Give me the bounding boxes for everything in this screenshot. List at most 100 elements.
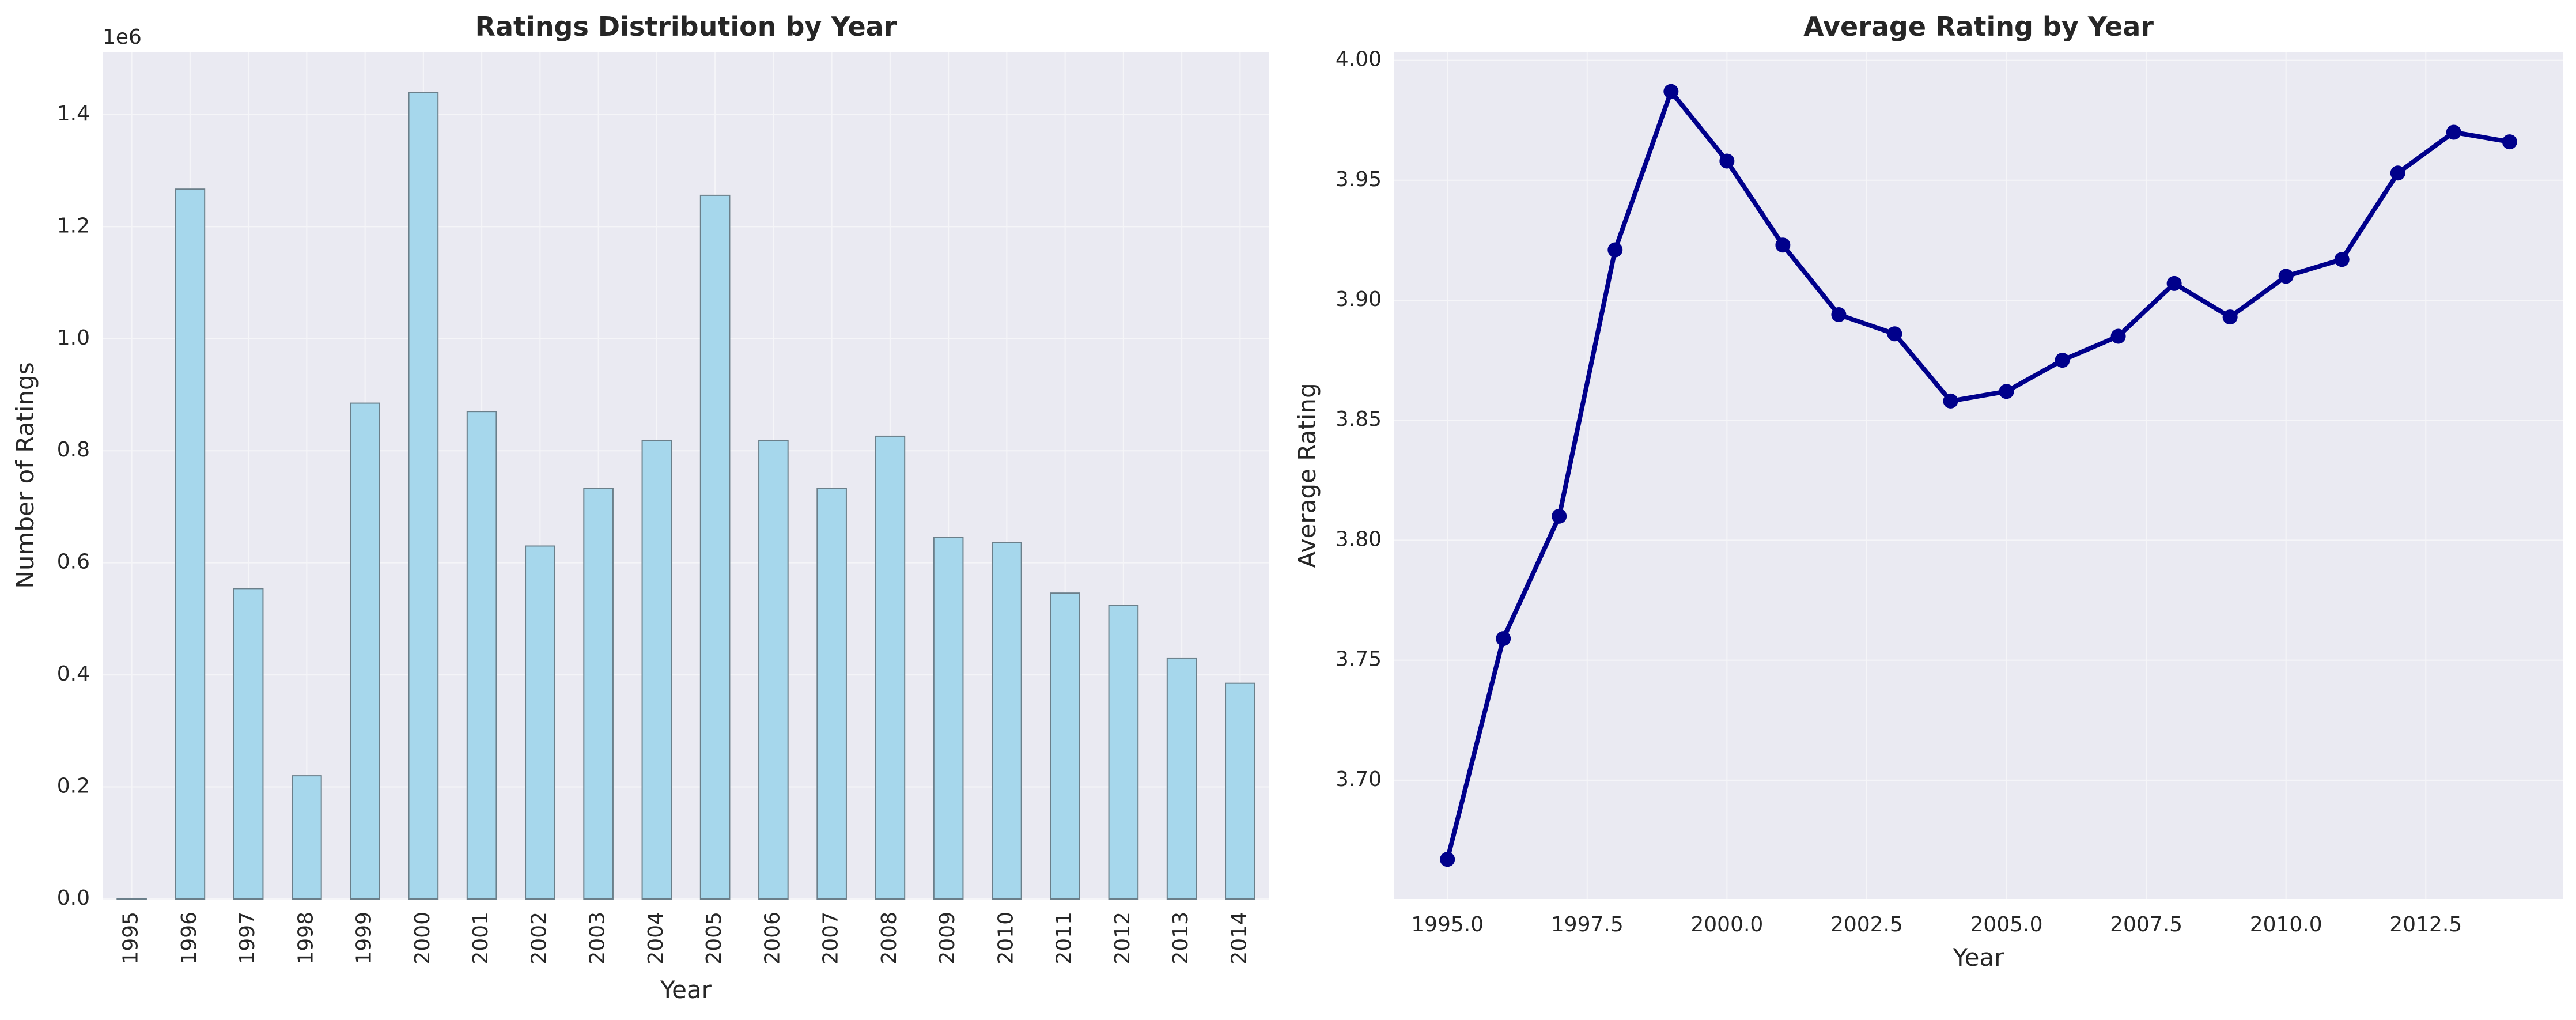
bar-y-tick-label: 0.4 [57, 662, 90, 686]
bar-2005 [699, 194, 731, 900]
bar-x-axis-label: Year [660, 976, 712, 1004]
line-chart-panel: 1995.0 1997.5 2000.0 2002.5 2005.0 2007.5 2010… [1293, 11, 2563, 972]
bar-x-tick-label: 2007 [819, 912, 843, 965]
bar-2012 [1108, 605, 1139, 900]
line-chart-title: Average Rating by Year [1803, 11, 2154, 42]
bar-chart-title: Ratings Distribution by Year [475, 11, 897, 42]
point-2006 [2055, 353, 2070, 368]
bar-chart-panel: 1995 1996 1997 1998 1999 2000 2001 2002 2003 2004… [11, 11, 1269, 1004]
line-x-tick-label: 2000.0 [1690, 913, 1763, 936]
point-1998 [1607, 242, 1623, 258]
bar-1999 [350, 402, 380, 900]
average-rating-line [1445, 89, 2510, 860]
point-2003 [1887, 326, 1902, 342]
line-x-tick-label: 2010.0 [2250, 913, 2322, 936]
line-y-tick-label: 3.90 [1336, 288, 1382, 311]
line-x-tick-labels: 1995.0 1997.5 2000.0 2002.5 2005.0 2007.5 2010… [1411, 913, 2462, 936]
bar-y-tick-label: 0.0 [57, 886, 90, 910]
line-x-tick-label: 2012.5 [2389, 913, 2462, 936]
point-2010 [2278, 269, 2294, 284]
bar-1998 [292, 775, 322, 900]
bar-x-tick-label: 2011 [1053, 912, 1076, 965]
bar-x-tick-label: 2009 [936, 912, 959, 965]
line-y-tick-label: 3.85 [1336, 407, 1382, 431]
bar-2010 [992, 542, 1022, 900]
bar-2007 [816, 488, 847, 900]
bar-y-axis-label: Number of Ratings [11, 362, 39, 588]
point-2013 [2446, 124, 2461, 140]
point-2005 [1999, 384, 2014, 399]
bar-y-tick-label: 1.4 [57, 102, 90, 126]
point-1995 [1440, 852, 1455, 867]
line-y-axis-label: Average Rating [1293, 383, 1321, 568]
bar-x-tick-label: 2010 [994, 912, 1017, 965]
bar-x-tick-label: 1997 [236, 912, 259, 965]
bar-x-tick-label: 2003 [586, 912, 610, 965]
bar-x-tick-label: 2002 [527, 912, 551, 965]
bar-2001 [466, 411, 497, 900]
bar-x-tick-label: 1996 [177, 912, 201, 965]
bar-2000 [408, 92, 439, 900]
line-x-tick-label: 1995.0 [1411, 913, 1484, 936]
line-x-tick-label: 2002.5 [1830, 913, 1903, 936]
bar-1996 [175, 188, 206, 900]
bar-x-tick-label: 1995 [119, 912, 143, 965]
bar-2006 [758, 440, 789, 900]
line-x-axis-label: Year [1953, 943, 2005, 972]
line-y-tick-label: 3.75 [1336, 648, 1382, 671]
bar-x-tick-label: 2005 [702, 912, 726, 965]
line-x-tick-label: 2007.5 [2110, 913, 2182, 936]
bar-x-tick-label: 2013 [1169, 912, 1193, 965]
bar-x-tick-label: 1999 [353, 912, 376, 965]
point-2007 [2110, 328, 2126, 344]
line-y-tick-labels: 3.70 3.75 3.80 3.85 3.90 3.95 4.00 [1336, 48, 1382, 791]
bar-x-tick-label: 2004 [644, 912, 668, 965]
bar-x-tick-label: 2014 [1227, 912, 1251, 965]
point-1999 [1663, 84, 1679, 99]
bar-x-tick-label: 2001 [469, 912, 493, 965]
bar-y-offset-label: 1e6 [103, 25, 142, 49]
bar-y-tick-label: 0.2 [57, 775, 90, 798]
point-2014 [2502, 134, 2517, 150]
bar-2003 [583, 488, 614, 900]
bar-2014 [1225, 682, 1255, 900]
point-2004 [1943, 393, 1958, 409]
bar-2009 [933, 537, 964, 900]
line-plot-area [1394, 52, 2563, 899]
bar-2013 [1166, 657, 1197, 900]
bar-2002 [525, 545, 555, 900]
line-y-tick-label: 3.95 [1336, 168, 1382, 191]
bar-y-tick-label: 1.2 [57, 214, 90, 237]
bar-x-tick-labels: 1995 1996 1997 1998 1999 2000 2001 2002 2003 2004… [119, 912, 1251, 965]
bar-y-tick-label: 0.8 [57, 438, 90, 462]
bar-x-tick-label: 2006 [761, 912, 784, 965]
bar-x-tick-label: 1998 [294, 912, 317, 965]
line-y-tick-label: 3.70 [1336, 768, 1382, 791]
bar-2011 [1050, 592, 1080, 900]
line-gridlines [1394, 52, 2563, 899]
bar-x-tick-label: 2000 [411, 912, 434, 965]
bar-y-tick-labels: 0.0 0.2 0.4 0.6 0.8 1.0 1.2 1.4 [57, 102, 90, 910]
line-x-tick-label: 2005.0 [1970, 913, 2043, 936]
bar-x-tick-label: 2008 [877, 912, 901, 965]
bar-y-tick-label: 1.0 [57, 326, 90, 350]
point-2012 [2390, 165, 2405, 181]
point-2011 [2334, 252, 2350, 267]
point-2000 [1719, 153, 1735, 169]
bar-series [116, 92, 1255, 900]
point-2008 [2166, 275, 2182, 291]
bar-x-tick-label: 2012 [1111, 912, 1134, 965]
bar-y-tick-label: 0.6 [57, 550, 90, 574]
point-2002 [1831, 307, 1847, 322]
line-y-tick-label: 4.00 [1336, 48, 1382, 71]
point-1996 [1496, 631, 1511, 647]
bar-2004 [641, 440, 672, 900]
average-rating-points [1440, 84, 2517, 867]
point-1997 [1552, 508, 1567, 524]
line-y-tick-label: 3.80 [1336, 527, 1382, 551]
bar-plot-area [103, 52, 1269, 899]
bar-1997 [233, 588, 264, 900]
point-2009 [2222, 309, 2238, 325]
bar-2008 [875, 435, 906, 900]
